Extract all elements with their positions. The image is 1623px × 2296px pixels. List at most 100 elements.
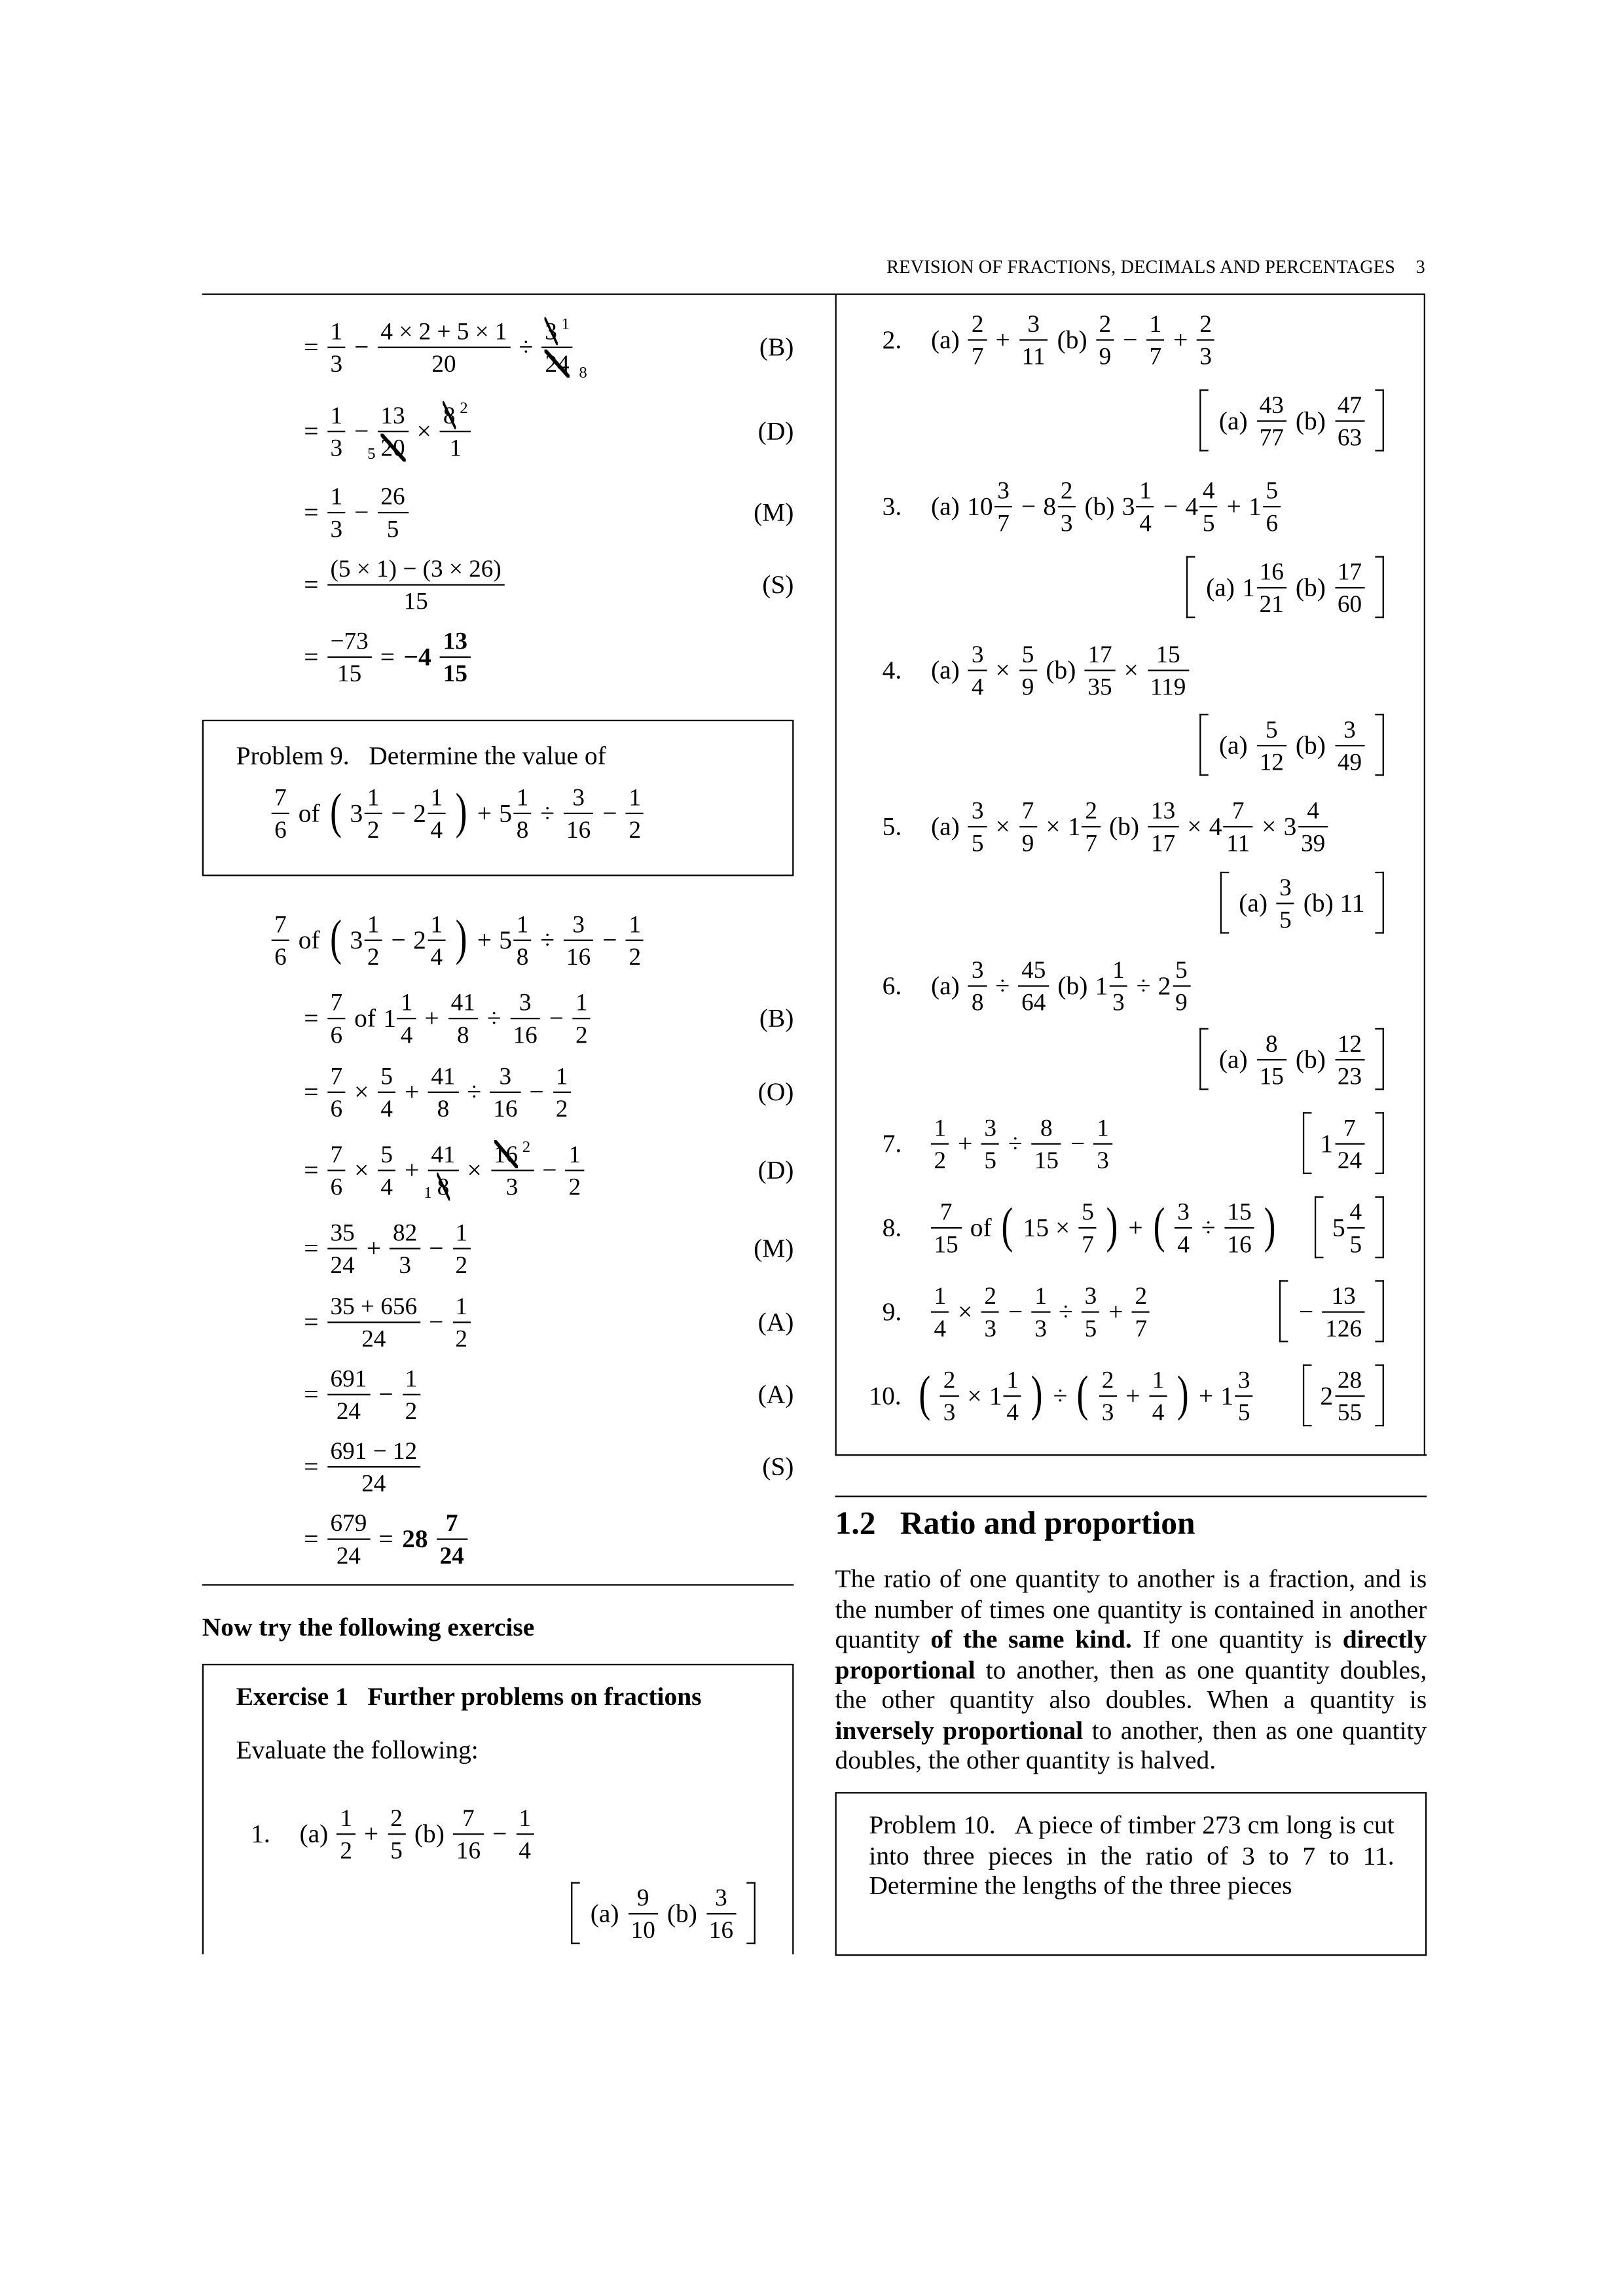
- item-number: 9.: [882, 1295, 902, 1325]
- math-text: −: [1163, 490, 1178, 520]
- math-text: 28: [402, 1522, 428, 1552]
- denominator: 5: [1199, 508, 1218, 536]
- math-text: ÷: [519, 331, 534, 361]
- right-paren: ): [1176, 1367, 1189, 1422]
- exercise-answer-1: (a) 9 10 (b) 3 16: [443, 1876, 756, 1950]
- fraction: 13 17: [1148, 796, 1178, 856]
- numerator: 13: [378, 401, 408, 429]
- numerator: 1: [573, 988, 591, 1016]
- math-text: =: [304, 1450, 319, 1480]
- fraction-bar: [327, 1090, 346, 1092]
- numerator-text: 16: [1259, 556, 1284, 585]
- math-text: (b) 11: [1303, 887, 1365, 917]
- numerator: 2: [981, 1281, 1000, 1309]
- numerator: 1: [1110, 955, 1128, 983]
- expression: = 7 6 of 1 1 4 +41 8 ÷ 3 16−1 2: [302, 988, 592, 1048]
- numerator-text: 4: [1202, 475, 1215, 504]
- numerator-text: 1: [430, 909, 443, 938]
- numerator-text: 8: [1040, 1113, 1053, 1141]
- fraction-bar: [327, 429, 346, 432]
- math-text: ÷: [540, 924, 555, 954]
- fraction-bar: [397, 1016, 416, 1019]
- math-text: ÷: [540, 797, 555, 827]
- denominator: 8: [454, 1020, 472, 1048]
- right-bracket: [746, 1882, 756, 1945]
- exercise-item-6: 6. (a) 3 8 ÷ 45 64 (b) 1 1 3 ÷ 2 5 9: [883, 948, 1192, 1022]
- numerator-text: 7: [445, 1508, 458, 1537]
- math-text: (a): [1218, 729, 1248, 759]
- problem-10-text: Problem 10. A piece of timber 273 cm lon…: [869, 1810, 1394, 1901]
- numerator: 17: [1085, 639, 1115, 668]
- numerator-text: 1: [430, 782, 443, 811]
- fraction-bar: [327, 1016, 346, 1019]
- denominator: 24: [359, 1468, 389, 1496]
- math-text: +: [405, 1076, 420, 1106]
- whole-part: 1: [989, 1380, 1002, 1410]
- expression: 7 15 of(15 × 5 7) +(3 4 ÷ 15 16): [930, 1197, 1279, 1257]
- denominator: 2: [364, 815, 382, 843]
- denominator: 5: [388, 1836, 406, 1864]
- math-text: (a): [931, 323, 960, 353]
- denominator-text: 9: [1021, 828, 1034, 857]
- numerator: 12: [1334, 1029, 1364, 1057]
- exercise-instruction: Evaluate the following:: [236, 1734, 479, 1765]
- expression: 1 4 × 2 3−1 3 ÷ 3 5 +2 7: [930, 1281, 1152, 1342]
- fraction: 4 39: [1298, 796, 1328, 856]
- math-text: =: [304, 331, 319, 361]
- step-tag: (A): [757, 1378, 794, 1408]
- expression: (a) 3 5 × 7 9 × 1 2 7 (b) 13 17 × 4 7 11 × 3 4 39: [930, 796, 1330, 856]
- mixed-number: 4 7 11: [1209, 796, 1254, 856]
- fraction: 691 24: [327, 1363, 370, 1424]
- denominator-text: 49: [1337, 747, 1362, 776]
- denominator: 24: [359, 1324, 389, 1352]
- numerator-text: 4 × 2 + 5 × 1: [380, 316, 507, 345]
- denominator-text: 9: [1175, 987, 1188, 1016]
- numerator-text: 3: [1027, 309, 1040, 337]
- denominator-text: 2: [575, 1020, 588, 1049]
- numerator: 45: [1019, 955, 1049, 983]
- numerator-text: 7: [1021, 795, 1034, 824]
- fraction-bar: [1084, 669, 1116, 671]
- numerator: 7: [460, 1803, 478, 1831]
- denominator-text: 2: [555, 1094, 568, 1122]
- math-text: of: [970, 1211, 992, 1242]
- solution-line: = 1 3−26 5 (M): [302, 475, 793, 549]
- denominator: 20 5: [367, 433, 408, 463]
- fraction-bar: [981, 1310, 1000, 1312]
- fraction-bar: [1146, 338, 1165, 340]
- numerator: 679: [327, 1508, 370, 1536]
- exercise-item-8: 8. 7 15 of(15 × 5 7) +(3 4 ÷ 15 16) 5 4 5: [883, 1191, 1384, 1265]
- numerator: 3: [496, 1061, 515, 1089]
- numerator: 3: [1341, 715, 1359, 743]
- numerator: 5: [1019, 639, 1037, 668]
- math-text: ×: [416, 415, 431, 445]
- left-bracket: [571, 1882, 581, 1945]
- numerator: 1: [566, 1139, 584, 1168]
- fraction-bar: [1082, 1310, 1100, 1312]
- denominator-text: 6: [1266, 508, 1279, 537]
- numerator-text: 3: [519, 987, 532, 1016]
- fraction-bar: [565, 1168, 584, 1171]
- numerator: 7: [272, 909, 290, 937]
- denominator-text: 24: [361, 1323, 386, 1352]
- denominator: 5: [384, 514, 402, 542]
- denominator-text: 6: [274, 941, 287, 970]
- denominator: 15: [1031, 1145, 1061, 1174]
- whole-part: 5: [1332, 1211, 1345, 1242]
- numerator-text: 5: [380, 1061, 393, 1090]
- fraction-bar: [1003, 1394, 1022, 1397]
- denominator: 1: [447, 433, 465, 461]
- fraction-bar: [448, 1016, 479, 1019]
- header-title: REVISION OF FRACTIONS, DECIMALS AND PERC…: [886, 257, 1396, 278]
- math-text: =: [304, 1522, 319, 1552]
- whole-part: 3: [350, 924, 363, 954]
